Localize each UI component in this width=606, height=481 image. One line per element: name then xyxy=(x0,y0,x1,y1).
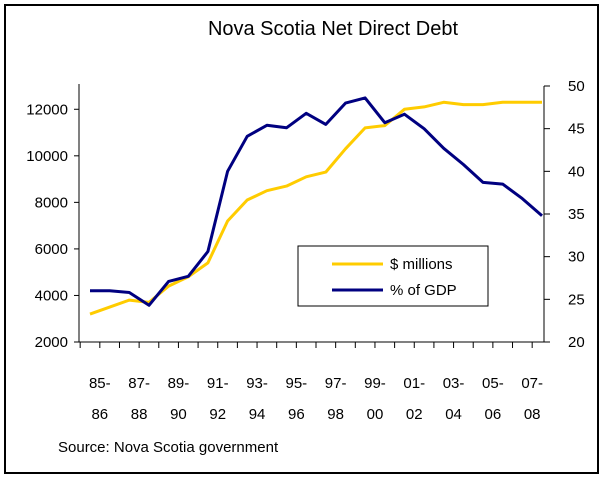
x-tick-label-top: 01- xyxy=(403,375,425,392)
x-tick-label-bottom: 92 xyxy=(209,406,226,423)
chart-frame xyxy=(4,4,599,474)
legend: $ millions % of GDP xyxy=(297,245,489,307)
x-tick-label-top: 07- xyxy=(521,375,543,392)
right-tick-label: 30 xyxy=(568,249,585,266)
x-tick-label-bottom: 88 xyxy=(131,406,148,423)
x-tick-label-top: 99- xyxy=(364,375,386,392)
left-tick-label: 4000 xyxy=(35,287,68,304)
x-tick-label-top: 87- xyxy=(128,375,150,392)
x-tick-label-top: 05- xyxy=(482,375,504,392)
legend-label-dollars: $ millions xyxy=(390,256,453,273)
series-layer xyxy=(89,96,543,316)
left-tick-label: 12000 xyxy=(26,101,68,118)
x-tick-label-top: 97- xyxy=(325,375,347,392)
left-tick-label: 6000 xyxy=(35,241,68,258)
left-tick-label: 8000 xyxy=(35,194,68,211)
x-tick-label-bottom: 86 xyxy=(91,406,108,423)
x-tick-label-top: 91- xyxy=(207,375,229,392)
x-tick-label-bottom: 90 xyxy=(170,406,187,423)
right-tick-label: 25 xyxy=(568,291,585,308)
x-tick-label-bottom: 04 xyxy=(445,406,462,423)
legend-label-gdp: % of GDP xyxy=(390,282,457,299)
x-tick-label-bottom: 00 xyxy=(367,406,384,423)
right-tick-label: 45 xyxy=(568,121,585,138)
x-tick-label-top: 89- xyxy=(168,375,190,392)
source-note: Source: Nova Scotia government xyxy=(58,439,279,456)
left-tick-label: 2000 xyxy=(35,334,68,351)
right-tick-label: 20 xyxy=(568,334,585,351)
x-tick-label-top: 93- xyxy=(246,375,268,392)
right-y-axis: 20 25 30 35 40 45 50 xyxy=(543,78,585,351)
left-y-axis: 2000 4000 6000 8000 10000 12000 xyxy=(26,84,80,351)
left-tick-label: 10000 xyxy=(26,148,68,165)
x-tick-label-top: 95- xyxy=(286,375,308,392)
chart-title: Nova Scotia Net Direct Debt xyxy=(208,18,459,40)
right-tick-label: 35 xyxy=(568,206,585,223)
x-tick-label-bottom: 94 xyxy=(249,406,266,423)
series-line-dollars-millions xyxy=(89,100,542,316)
x-tick-label-top: 85- xyxy=(89,375,111,392)
x-tick-label-bottom: 06 xyxy=(485,406,502,423)
legend-box xyxy=(297,245,489,307)
x-tick-label-top: 03- xyxy=(443,375,465,392)
x-tick-label-bottom: 96 xyxy=(288,406,305,423)
x-tick-label-bottom: 98 xyxy=(327,406,344,423)
x-tick-label-bottom: 08 xyxy=(524,406,541,423)
right-tick-label: 50 xyxy=(568,78,585,95)
x-axis: 85- 86 87- 88 89- 90 91- 92 93- 94 95- 96 97- 98 99- 00… xyxy=(79,341,544,423)
x-tick-label-bottom: 02 xyxy=(406,406,423,423)
series-line-percent-gdp xyxy=(90,96,543,307)
right-tick-label: 40 xyxy=(568,163,585,180)
